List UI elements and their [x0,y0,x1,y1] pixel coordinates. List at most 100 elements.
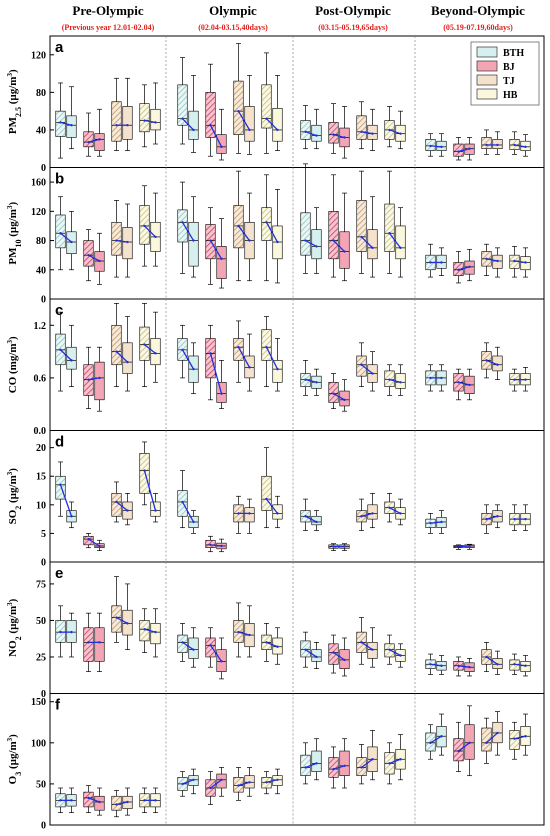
box-pair-tj [111,481,133,526]
box-pair-bth [300,163,322,274]
box-hatched [83,627,94,662]
box-pair-hb [261,768,283,795]
box-pair-bth [177,768,199,797]
ylabel-sub: 2 [14,506,23,510]
trend-point [181,348,184,352]
y-tick-label: 0.6 [34,373,47,384]
trend-point [126,360,129,364]
panel-letter: f [55,697,61,714]
trend-point [429,144,432,148]
y-tick-label: 50 [36,616,46,627]
box-hatched [356,200,367,252]
panel-letter: c [55,302,63,319]
trend-point [98,259,101,263]
box-hatched [111,605,122,633]
box-pair-tj [356,101,378,151]
ylabel-sub: 2.5 [14,107,23,117]
box-pair-tj [233,495,255,534]
trend-point [192,648,195,651]
box-pair-tj [111,77,133,151]
trend-point [360,363,363,366]
box-pair-tj [356,493,378,531]
trend-point [87,140,90,144]
trend-point [70,515,73,518]
box-pair-bj [328,103,350,159]
period-title-olympic: Olympic [209,3,257,18]
box-pair-bj [328,373,350,412]
trend-point [98,641,101,644]
box-pair-bj [453,543,475,550]
trend-point [143,799,146,802]
trend-point [399,132,402,135]
box-plain [94,133,105,151]
panel-letter: b [55,171,64,188]
box-pair-bj [205,535,227,553]
trend-point [265,781,268,784]
box-pair-tj [481,711,503,764]
trend-point [429,741,432,745]
y-axis-label: NO2 (µg/m3) [6,598,23,656]
box-plain [94,627,105,662]
trend-point [429,261,432,264]
box-plain [272,504,283,520]
trend-point [440,664,443,667]
panel-c: c 0.0 0.6 1.2 CO (mg/m3) [6,298,545,437]
ylabel-sup: 3 [6,339,14,343]
legend-swatch-bj [476,60,498,72]
box-hatched [261,475,272,511]
y-tick-label: 5 [41,529,46,540]
box-pair-hb [509,713,531,760]
trend-point [388,506,391,509]
trend-line [60,232,72,243]
y-tick-label: 40 [36,265,46,276]
trend-point [265,346,268,349]
trend-point [429,663,432,666]
y-tick-label: 80 [36,88,46,99]
trend-point [343,398,346,402]
box-pair-bj [453,368,475,401]
box-pair-tj [481,129,503,155]
box-hatched [55,475,66,500]
box-plain [188,637,199,659]
trend-line [181,221,195,241]
trend-point [496,143,499,147]
box-pair-bth [55,196,77,271]
trend-point [524,735,527,738]
trend-point [115,803,118,806]
trend-point [457,545,460,548]
box-hatched [55,214,66,249]
y-tick-label: 120 [31,207,46,218]
ylabel-sup: 3 [6,737,14,741]
trend-point [115,616,118,619]
trend-point [192,778,195,781]
period-subtitle-olympic: (02.04-03.15,40days) [198,23,268,32]
trend-line [182,779,194,785]
trend-point [70,799,73,802]
trend-point [248,781,251,784]
box-pair-tj [233,602,255,658]
box-pair-bth [177,623,199,668]
box-hatched [177,634,188,653]
trend-line [116,501,128,512]
box-pair-bth [177,181,199,278]
ylabel-unit: (µg/m [7,475,19,505]
trend-line [116,616,128,624]
box-hatched [384,203,395,252]
trend-point [276,778,279,781]
y-tick-label: 0 [41,295,46,306]
trend-point [143,224,146,228]
trend-point [126,800,129,804]
trend-line [182,641,194,651]
trend-point [220,145,223,149]
trend-point [343,250,346,253]
trend-point [87,378,90,381]
trend-point [440,735,443,738]
trend-line [486,359,498,366]
box-plain [122,106,133,140]
box-hatched [111,324,122,366]
trend-point [315,381,318,384]
trend-point [315,762,318,765]
trend-point [265,221,268,224]
box-hatched [111,101,122,142]
